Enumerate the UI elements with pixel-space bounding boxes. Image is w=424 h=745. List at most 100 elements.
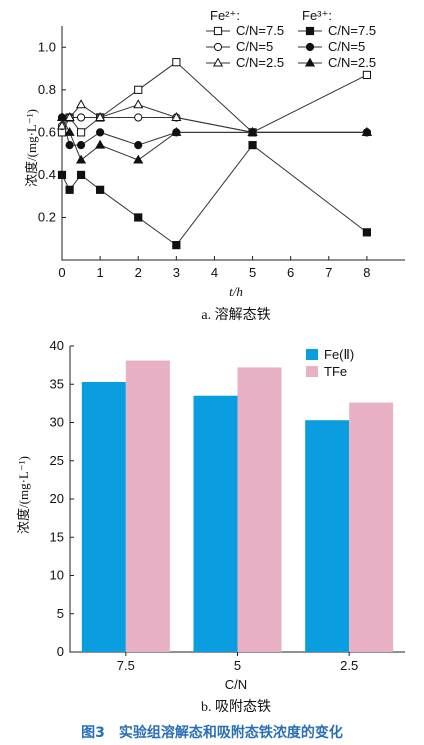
data-point (171, 126, 182, 136)
data-point (304, 57, 316, 67)
bar-chart-bars (81, 360, 394, 652)
legend-label: C/N=5 (236, 39, 273, 54)
x-tick-label: 6 (287, 265, 294, 280)
legend-swatch (306, 349, 318, 360)
line-chart-legend: Fe²⁺: Fe³⁺: C/N=7.5C/N=5C/N=2.5C/N=7.5C/… (206, 8, 376, 70)
data-point (213, 26, 223, 36)
series-fe2-0 (57, 58, 371, 137)
bar-tfe-2.5 (349, 402, 394, 652)
series-fe3-3 (57, 141, 371, 250)
data-point (305, 26, 315, 36)
data-point (96, 128, 105, 137)
data-point (76, 141, 86, 150)
legend-group-fe3: Fe³⁺: (302, 8, 332, 23)
x-tick-label: 2 (135, 265, 142, 280)
data-point (76, 113, 86, 122)
data-point (64, 126, 75, 136)
x-tick-label: 1 (96, 265, 103, 280)
legend-label: C/N=5 (328, 39, 365, 54)
data-point (65, 185, 74, 194)
legend-swatch (306, 366, 318, 377)
x-tick-label: 5 (249, 265, 256, 280)
legend-label: C/N=7.5 (328, 23, 376, 38)
series-line (61, 104, 367, 133)
data-point (134, 141, 143, 150)
legend-label: C/N=7.5 (236, 23, 284, 38)
data-point (76, 128, 86, 137)
data-point (76, 170, 86, 180)
bar-fe2-5 (193, 395, 238, 652)
bar-fe2-7.5 (81, 381, 126, 652)
line-chart-axes: 0 1 2 3 4 5 6 7 8 0.2 0.4 0.6 0.8 1.0 (38, 26, 405, 280)
data-point (75, 99, 87, 109)
series-line (61, 117, 367, 161)
data-point (134, 213, 143, 222)
legend-label: C/N=2.5 (328, 55, 376, 70)
data-point (56, 112, 68, 121)
data-point (133, 154, 144, 164)
data-point (95, 112, 106, 121)
bar-chart: 0 5 10 15 20 25 30 35 40 7.5 5 2.5 Fe(Ⅱ) TFe 浓度/(mg·… (16, 338, 405, 715)
data-point (361, 126, 372, 136)
y-tick-label: 15 (50, 529, 64, 544)
y-tick-label: 1.0 (38, 39, 56, 54)
data-point (362, 70, 371, 80)
data-point (64, 112, 75, 121)
data-point (134, 113, 143, 122)
data-point (95, 139, 106, 149)
data-point (247, 126, 258, 136)
series-line (61, 144, 368, 246)
data-point (172, 241, 181, 250)
legend-group-fe2: Fe²⁺: (210, 8, 240, 23)
line-chart: 0 1 2 3 4 5 6 7 8 0.2 0.4 0.6 0.8 1.0 Fe²⁺: Fe³⁺: C/N… (24, 8, 405, 323)
x-tick-label: 0 (58, 265, 65, 280)
series-fe3-5 (56, 112, 372, 164)
data-point (248, 141, 257, 150)
data-point (305, 42, 315, 52)
x-tick-label: 4 (211, 265, 218, 280)
data-point (57, 170, 67, 180)
y-tick-label: 35 (50, 376, 64, 391)
data-point (172, 58, 181, 67)
y-tick-label: 0.6 (38, 124, 56, 139)
x-tick-label: 2.5 (340, 658, 358, 673)
legend-label: Fe(Ⅱ) (324, 347, 354, 362)
line-chart-ylabel: 浓度/(mg·L⁻¹) (24, 109, 39, 187)
y-tick-label: 0 (57, 644, 64, 659)
y-tick-label: 0.8 (38, 82, 56, 97)
figure-caption: 图3 实验组溶解态和吸附态铁浓度的变化 (81, 724, 343, 741)
bar-chart-caption: b. 吸附态铁 (201, 699, 271, 715)
line-chart-xlabel: t/h (229, 284, 243, 299)
data-point (133, 99, 144, 109)
bar-chart-xlabel: C/N (225, 677, 247, 692)
x-tick-label: 5 (234, 658, 241, 673)
x-tick-label: 7.5 (117, 658, 135, 673)
data-point (212, 57, 224, 67)
y-tick-label: 20 (50, 491, 64, 506)
bar-chart-ylabel: 浓度/(mg·L⁻¹) (16, 456, 31, 534)
data-point (171, 112, 182, 121)
y-tick-label: 10 (50, 568, 64, 583)
x-tick-label: 7 (325, 265, 332, 280)
data-point (213, 42, 223, 52)
bar-fe2-2.5 (305, 420, 350, 652)
series-line (61, 61, 368, 134)
bar-chart-axes: 0 5 10 15 20 25 30 35 40 7.5 5 2.5 (50, 338, 405, 673)
data-point (362, 228, 371, 237)
data-point (65, 141, 74, 150)
x-tick-label: 3 (173, 265, 180, 280)
y-tick-label: 30 (50, 415, 64, 430)
data-point (96, 185, 105, 194)
legend-label: C/N=2.5 (236, 55, 284, 70)
y-tick-label: 25 (50, 453, 64, 468)
bar-chart-legend: Fe(Ⅱ) TFe (306, 347, 354, 379)
line-chart-series (56, 58, 372, 250)
bar-tfe-7.5 (125, 360, 170, 652)
bar-tfe-5 (237, 367, 282, 652)
series-fe3-4 (57, 113, 371, 150)
y-tick-label: 0.2 (38, 209, 56, 224)
data-point (134, 85, 143, 94)
line-chart-caption: a. 溶解态铁 (201, 307, 270, 323)
series-line (61, 117, 367, 146)
